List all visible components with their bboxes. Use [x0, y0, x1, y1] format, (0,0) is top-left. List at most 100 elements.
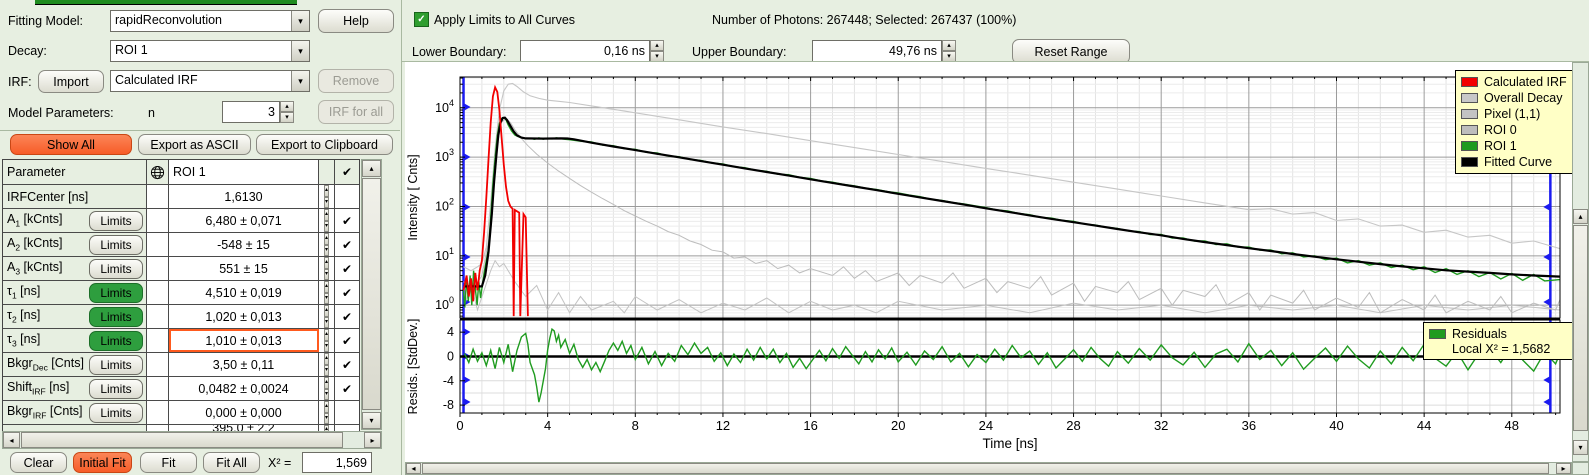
chart-plot-area[interactable]: 0 4 8 12 16 20 24 28 32 36 40 44 48 Time [ns] 100 101 10… — [405, 62, 1572, 465]
globe-icon[interactable] — [147, 160, 169, 184]
limits-button[interactable]: Limits — [89, 283, 143, 303]
parameter-checkbox[interactable] — [335, 185, 359, 208]
spin-up-icon[interactable]: ▴ — [650, 40, 664, 51]
parameter-value-cell[interactable]: 6,480 ± 0,071 — [169, 209, 319, 232]
parameter-value-cell[interactable]: 3,50 ± 0,11 — [169, 353, 319, 376]
parameter-value-cell[interactable]: 4,510 ± 0,019 — [169, 281, 319, 304]
chevron-down-icon[interactable]: ▾ — [291, 11, 309, 31]
spin-down-icon[interactable]: ▾ — [323, 316, 329, 328]
parameter-value-cell[interactable]: 551 ± 15 — [169, 257, 319, 280]
table-hscrollbar[interactable]: ◂ ▸ — [2, 431, 382, 449]
spin-up-icon[interactable]: ▴ — [323, 353, 329, 365]
spin-down-icon[interactable]: ▾ — [323, 220, 329, 232]
upper-boundary-stepper[interactable]: ▴ ▾ — [942, 40, 956, 62]
chevron-down-icon[interactable]: ▾ — [291, 41, 309, 61]
parameter-value-cell[interactable]: -548 ± 15 — [169, 233, 319, 256]
parameter-value-cell[interactable]: 1,020 ± 0,013 — [169, 305, 319, 328]
parameter-checkbox[interactable]: ✔ — [341, 357, 353, 372]
limits-button[interactable]: Limits — [89, 379, 143, 399]
import-irf-button[interactable]: Import — [38, 70, 104, 93]
n-input[interactable]: 3 — [222, 101, 280, 123]
value-stepper[interactable]: ▴▾ — [319, 233, 335, 256]
parameter-checkbox[interactable]: ✔ — [341, 237, 353, 252]
help-button[interactable]: Help — [318, 9, 394, 33]
table-vscrollbar[interactable]: ▴ ▾ — [361, 159, 382, 430]
spin-up-icon[interactable]: ▴ — [323, 305, 329, 317]
spin-up-icon[interactable]: ▴ — [323, 257, 329, 269]
parameter-checkbox[interactable]: ✔ — [341, 381, 353, 396]
lower-boundary-stepper[interactable]: ▴ ▾ — [650, 40, 664, 62]
limits-button[interactable]: Limits — [89, 235, 143, 255]
spin-down-icon[interactable]: ▾ — [323, 364, 329, 376]
spin-up-icon[interactable]: ▴ — [323, 185, 329, 197]
scroll-thumb[interactable] — [362, 178, 381, 410]
initial-fit-button[interactable]: Initial Fit — [73, 452, 132, 473]
parameter-value-cell[interactable]: 1,010 ± 0,013 — [169, 329, 319, 352]
parameter-checkbox[interactable]: ✔ — [341, 261, 353, 276]
export-clipboard-button[interactable]: Export to Clipboard — [256, 134, 393, 155]
irf-for-all-button[interactable]: IRF for all — [318, 100, 394, 124]
active-tab-indicator[interactable] — [35, 0, 297, 5]
scroll-right-icon[interactable]: ▸ — [364, 432, 381, 448]
column-header-roi[interactable]: ROI 1 — [169, 160, 319, 184]
parameter-checkbox[interactable]: ✔ — [341, 285, 353, 300]
spin-down-icon[interactable]: ▾ — [323, 388, 329, 400]
column-header-check[interactable]: ✔ — [341, 165, 353, 179]
value-stepper[interactable]: ▴▾ — [319, 209, 335, 232]
scroll-down-icon[interactable]: ▾ — [1573, 440, 1588, 455]
parameter-value-cell[interactable]: 1,6130 — [169, 185, 319, 208]
value-stepper[interactable]: ▴▾ — [319, 353, 335, 376]
parameter-value-cell[interactable]: 395,0 ± 2,2 — [169, 425, 319, 431]
spin-down-icon[interactable]: ▾ — [323, 268, 329, 280]
scroll-up-icon[interactable]: ▴ — [362, 160, 381, 177]
spin-down-icon[interactable]: ▾ — [323, 292, 329, 304]
limits-button[interactable]: Limits — [89, 307, 143, 327]
fit-button[interactable]: Fit — [140, 452, 197, 473]
irf-dropdown[interactable]: Calculated IRF ▾ — [110, 70, 310, 92]
spin-up-icon[interactable]: ▴ — [323, 233, 329, 245]
lower-boundary-input[interactable]: 0,16 ns — [520, 40, 650, 62]
value-stepper[interactable]: ▴▾ — [319, 377, 335, 400]
parameter-checkbox[interactable]: ✔ — [341, 333, 353, 348]
scroll-up-icon[interactable]: ▴ — [1573, 209, 1588, 224]
fitting-model-dropdown[interactable]: rapidReconvolution ▾ — [110, 10, 310, 32]
spin-up-icon[interactable]: ▴ — [323, 401, 329, 413]
spin-up-icon[interactable]: ▴ — [280, 101, 294, 112]
clear-button[interactable]: Clear — [10, 452, 67, 473]
spin-down-icon[interactable]: ▾ — [280, 112, 294, 123]
fit-all-button[interactable]: Fit All — [203, 452, 260, 473]
value-stepper[interactable]: ▴▾ — [319, 185, 335, 208]
value-stepper[interactable]: ▴▾ — [319, 401, 335, 424]
export-ascii-button[interactable]: Export as ASCII — [138, 134, 251, 155]
scroll-down-icon[interactable]: ▾ — [362, 412, 381, 429]
limits-button[interactable]: Limits — [89, 355, 143, 375]
chevron-down-icon[interactable]: ▾ — [291, 71, 309, 91]
scroll-thumb[interactable] — [1573, 225, 1588, 431]
parameter-value-cell[interactable]: 0,0482 ± 0,0024 — [169, 377, 319, 400]
spin-down-icon[interactable]: ▾ — [323, 244, 329, 256]
scroll-left-icon[interactable]: ◂ — [406, 463, 421, 474]
decay-dropdown[interactable]: ROI 1 ▾ — [110, 40, 310, 62]
scroll-thumb[interactable] — [422, 463, 1549, 474]
scroll-thumb[interactable] — [21, 432, 343, 448]
remove-irf-button[interactable]: Remove — [318, 69, 394, 93]
value-stepper[interactable]: ▴▾ — [319, 329, 335, 352]
parameter-checkbox[interactable] — [335, 401, 359, 424]
scroll-left-icon[interactable]: ◂ — [3, 432, 20, 448]
limits-button[interactable]: Limits — [89, 259, 143, 279]
chart-vscrollbar[interactable]: ▴ ▾ — [1572, 62, 1589, 462]
spin-up-icon[interactable]: ▴ — [323, 377, 329, 389]
parameter-checkbox[interactable]: ✔ — [341, 309, 353, 324]
parameter-value-cell[interactable]: 0,000 ± 0,000 — [169, 401, 319, 424]
spin-up-icon[interactable]: ▴ — [323, 209, 329, 221]
spin-down-icon[interactable]: ▾ — [323, 412, 329, 424]
limits-button[interactable]: Limits — [89, 331, 143, 351]
spin-down-icon[interactable]: ▾ — [323, 340, 329, 352]
column-header-parameter[interactable]: Parameter — [3, 160, 147, 184]
limits-button[interactable]: Limits — [89, 403, 143, 423]
spin-up-icon[interactable]: ▴ — [323, 425, 329, 431]
n-stepper[interactable]: ▴ ▾ — [280, 101, 294, 123]
show-all-button[interactable]: Show All — [10, 134, 132, 155]
decay-chart[interactable]: 0 4 8 12 16 20 24 28 32 36 40 44 48 Time [ns] 100 101 10… — [405, 62, 1589, 465]
spin-up-icon[interactable]: ▴ — [323, 281, 329, 293]
